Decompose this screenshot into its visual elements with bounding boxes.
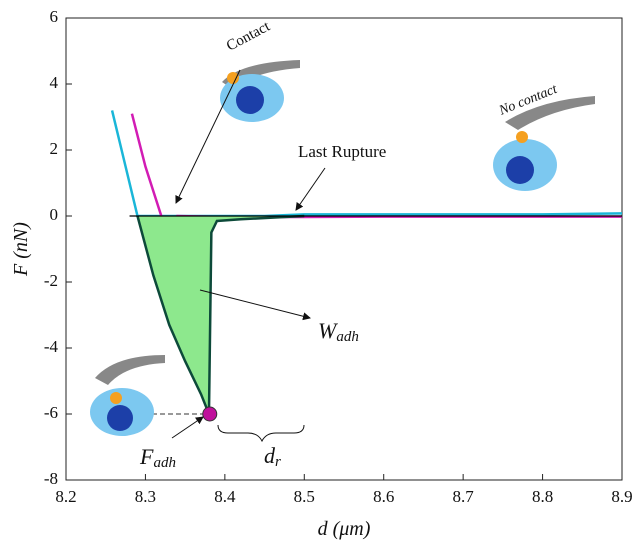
y-tick-label: -2 — [44, 271, 58, 290]
annotation: Contact — [224, 18, 273, 54]
x-tick-label: 8.3 — [135, 487, 156, 506]
x-tick-label: 8.4 — [214, 487, 236, 506]
annotation: adh — [153, 455, 176, 471]
x-tick-label: 8.5 — [294, 487, 315, 506]
plot-area — [96, 110, 623, 422]
y-tick-label: -4 — [44, 337, 59, 356]
x-tick-label: 8.8 — [532, 487, 553, 506]
arrows — [171, 69, 326, 443]
annotation: F — [139, 444, 154, 469]
plot-frame — [65, 17, 623, 481]
y-tick-label: 2 — [50, 139, 59, 158]
adhesion-area — [137, 216, 305, 414]
x-axis-label: d — [318, 518, 329, 540]
annotation: r — [275, 454, 281, 470]
y-axis-label: F (nN) — [10, 222, 32, 277]
x-tick-label: 8.6 — [373, 487, 394, 506]
y-tick-label: -8 — [44, 469, 58, 488]
annotation: Last Rupture — [298, 142, 386, 161]
no-contact-icon — [493, 96, 595, 191]
y-tick-label: -6 — [44, 403, 58, 422]
y-tick-label: 6 — [50, 7, 59, 26]
annotation: d — [264, 443, 276, 468]
annotation: adh — [336, 329, 359, 345]
y-tick-label: 0 — [50, 205, 59, 224]
x-axis-label: d (μm) — [318, 518, 371, 540]
y-axis-label: (nN) — [10, 222, 32, 259]
x-tick-label: 8.7 — [453, 487, 475, 506]
annotation: W — [318, 318, 338, 343]
rupture-point — [202, 406, 218, 422]
annotation: Wadh — [318, 318, 359, 345]
annotation: dr — [264, 443, 281, 470]
x-axis-label: (μm) — [333, 518, 371, 540]
y-axis-label: F — [10, 263, 32, 277]
x-tick-label: 8.9 — [611, 487, 632, 506]
adhesion-icon — [90, 355, 165, 436]
y-tick-label: 4 — [50, 73, 59, 92]
x-tick-label: 8.2 — [55, 487, 76, 506]
contact-icon — [220, 60, 300, 122]
annotation: Fadh — [139, 444, 176, 471]
